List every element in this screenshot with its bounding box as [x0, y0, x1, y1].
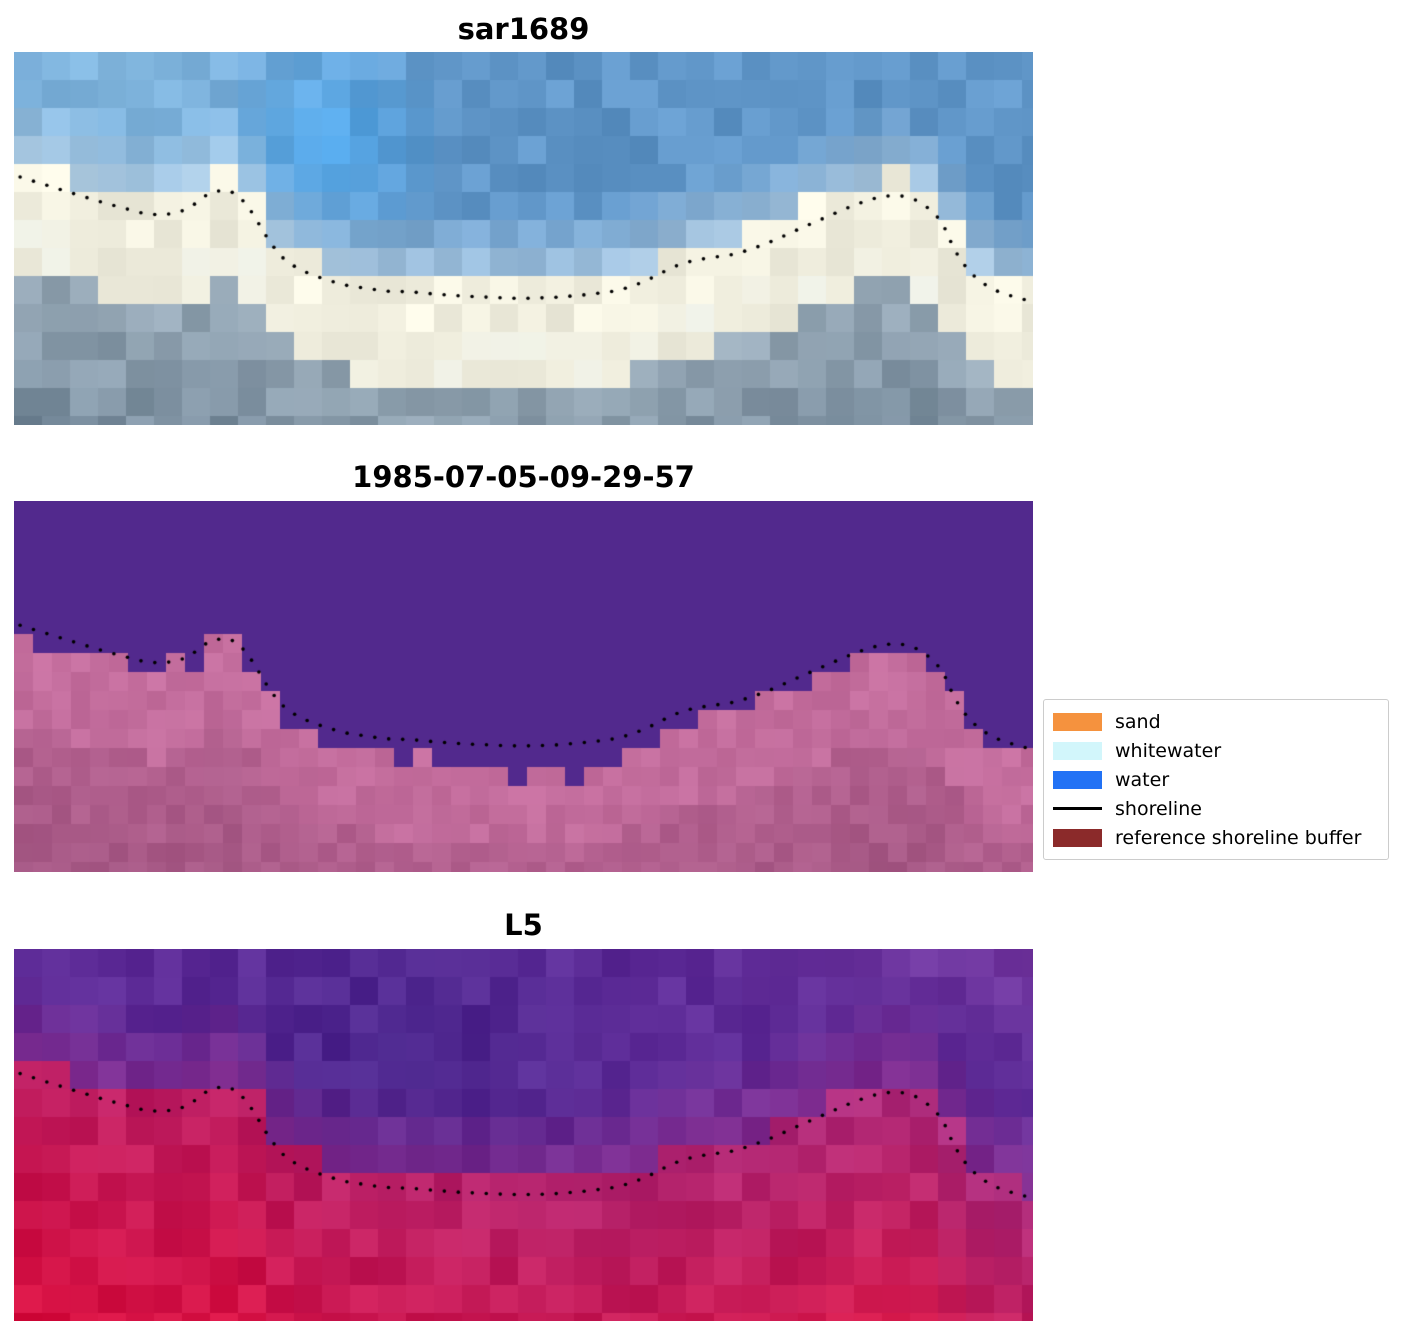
- whitewater-color-swatch: [1053, 741, 1102, 760]
- panel-title-classification: 1985-07-05-09-29-57: [352, 460, 695, 494]
- sand-color-swatch: [1053, 712, 1102, 731]
- legend-item-shoreline: shoreline: [1053, 794, 1379, 823]
- legend-item-sand: sand: [1053, 707, 1379, 736]
- legend: sand whitewater water shoreline reference sh…: [1043, 699, 1389, 860]
- classification-image: [14, 501, 1033, 872]
- panel-title-l5: L5: [504, 908, 543, 942]
- sar-image: [14, 52, 1033, 425]
- legend-label-shoreline: shoreline: [1115, 797, 1202, 820]
- legend-item-reference-shoreline-buffer: reference shoreline buffer: [1053, 823, 1379, 852]
- legend-label-sand: sand: [1115, 710, 1161, 733]
- legend-label-whitewater: whitewater: [1115, 739, 1222, 762]
- l5-image: [14, 949, 1033, 1321]
- legend-label-reference-shoreline-buffer: reference shoreline buffer: [1115, 826, 1362, 849]
- reference-shoreline-buffer-color-swatch: [1053, 828, 1102, 847]
- shoreline-line-swatch: [1053, 800, 1102, 818]
- legend-item-water: water: [1053, 765, 1379, 794]
- legend-label-water: water: [1115, 768, 1170, 791]
- panel-title-sar: sar1689: [457, 12, 590, 46]
- water-color-swatch: [1053, 770, 1102, 789]
- legend-item-whitewater: whitewater: [1053, 736, 1379, 765]
